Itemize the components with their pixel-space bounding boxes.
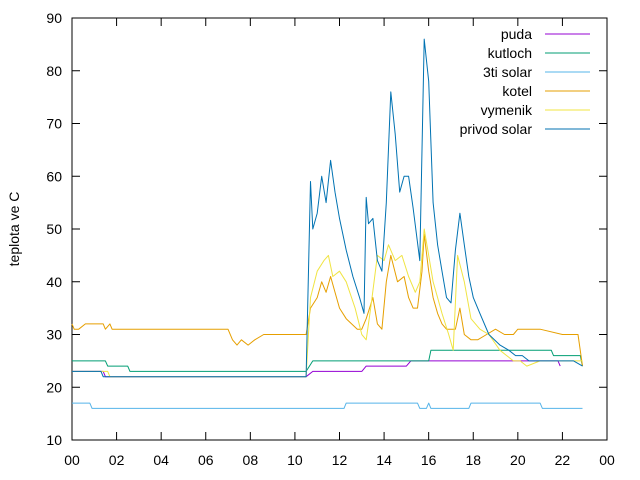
legend-label: 3ti solar	[483, 64, 532, 80]
x-tick-label: 02	[109, 452, 125, 468]
x-tick-label: 12	[332, 452, 348, 468]
x-tick-label: 06	[198, 452, 214, 468]
y-tick-label: 60	[46, 168, 62, 184]
x-tick-label: 20	[510, 452, 526, 468]
x-tick-label: 18	[465, 452, 481, 468]
series-line-3ti-solar	[72, 402, 583, 409]
x-tick-label: 00	[599, 452, 615, 468]
series-line-kutloch	[72, 349, 583, 372]
x-axis: 00 02 04 06 08 10 12 14 16 18 20 22 00	[64, 18, 615, 468]
legend-label: kutloch	[488, 45, 532, 61]
series-lines	[71, 38, 583, 409]
y-tick-label: 70	[46, 116, 62, 132]
x-tick-label: 08	[243, 452, 259, 468]
legend: puda kutloch 3ti solar kotel vymenik privod s…	[460, 26, 590, 137]
y-tick-label: 30	[46, 327, 62, 343]
y-tick-label: 80	[46, 63, 62, 79]
x-tick-label: 04	[153, 452, 169, 468]
y-axis-label: teplota ve C	[6, 192, 22, 267]
y-tick-label: 50	[46, 221, 62, 237]
y-tick-label: 90	[46, 10, 62, 26]
y-tick-label: 10	[46, 432, 62, 448]
y-tick-label: 20	[46, 379, 62, 395]
series-line-vymenik	[72, 228, 583, 378]
x-tick-label: 22	[555, 452, 571, 468]
x-tick-label: 00	[64, 452, 80, 468]
y-tick-label: 40	[46, 274, 62, 290]
legend-label: puda	[501, 26, 532, 42]
series-line-puda	[72, 360, 561, 378]
x-tick-label: 10	[287, 452, 303, 468]
legend-label: vymenik	[481, 102, 533, 118]
legend-label: privod solar	[460, 121, 533, 137]
y-axis: 10 20 30 40 50 60 70 80 90	[46, 10, 607, 448]
legend-label: kotel	[502, 83, 532, 99]
x-tick-label: 14	[376, 452, 392, 468]
series-line-privod-solar	[72, 38, 583, 378]
x-tick-label: 16	[421, 452, 437, 468]
series-line-kotel	[71, 233, 583, 367]
